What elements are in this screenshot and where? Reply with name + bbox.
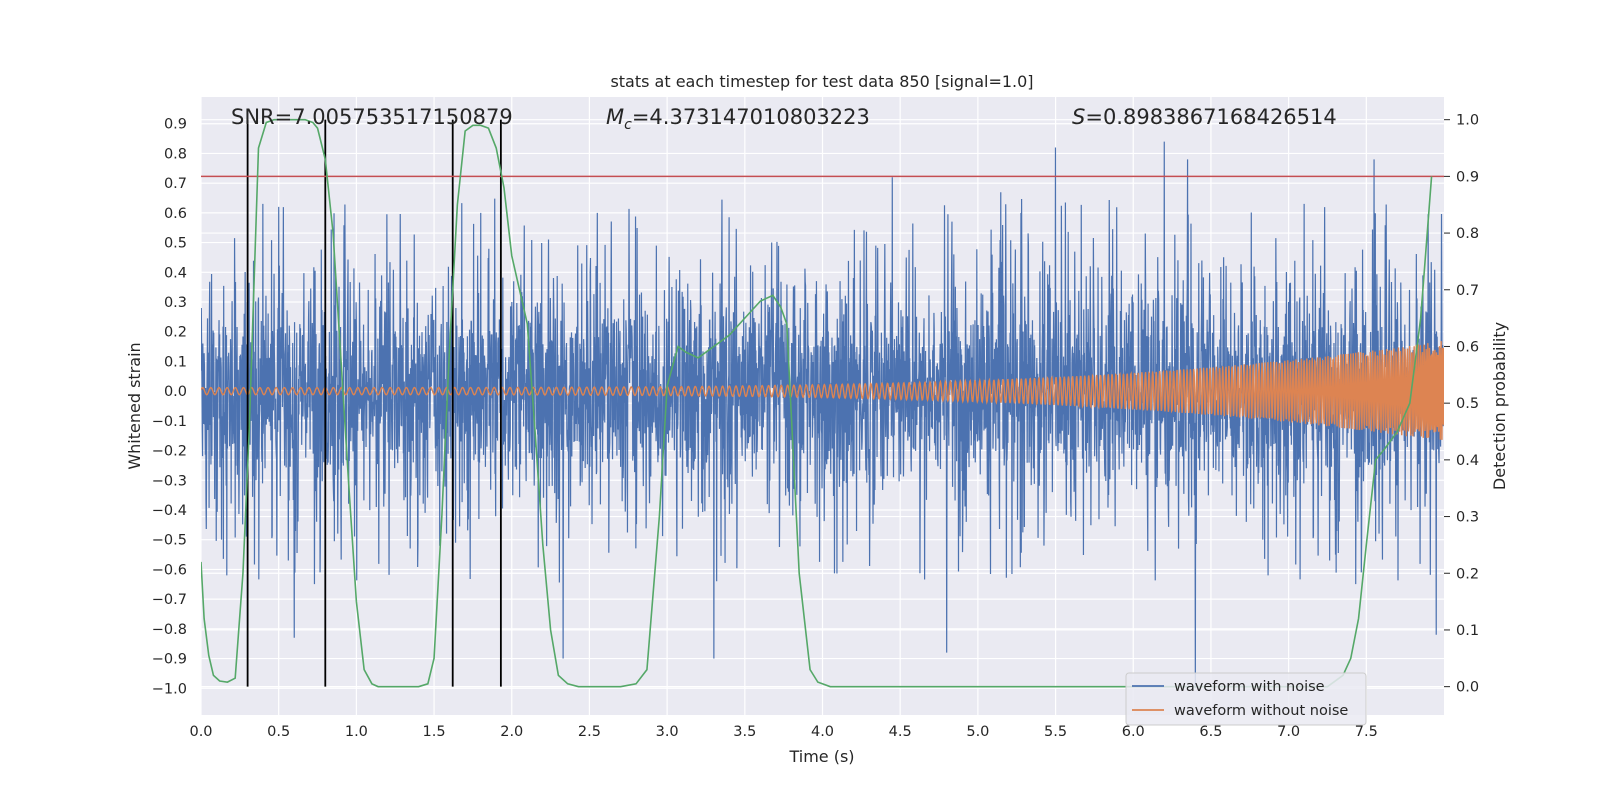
y-tick-label: 0.4 (164, 265, 187, 281)
s-symbol: S (1072, 105, 1085, 129)
legend-label-waveform-with-noise: waveform with noise (1174, 679, 1325, 695)
legend-box (1125, 672, 1367, 726)
y-axis-label: Whitened strain (125, 342, 144, 469)
s-annotation: S=0.8983867168426514 (1072, 105, 1337, 129)
y-tick-label: −0.5 (152, 533, 187, 549)
vertical-markers (246, 119, 502, 687)
y-tick-label: 0.9 (164, 117, 187, 133)
x-tick-label: 2.0 (500, 724, 523, 740)
legend: waveform with noise waveform without noi… (1125, 672, 1367, 726)
x-tick-label: 0.0 (189, 724, 212, 740)
y-tick-label: −0.7 (152, 592, 187, 608)
y-tick-label: −0.8 (152, 622, 187, 638)
x-tick-label: 7.0 (1277, 724, 1300, 740)
y-tick-label: 0.7 (164, 176, 187, 192)
y-tick-label: −0.9 (152, 652, 187, 668)
x-tick-label: 0.5 (267, 724, 290, 740)
x-tick-label: 1.5 (423, 724, 446, 740)
series-waveform-without-noise (201, 341, 1444, 440)
x-tick-label: 6.0 (1122, 724, 1145, 740)
y-tick-label: 0.5 (164, 236, 187, 252)
x-ticks: 0.0 0.5 1.0 1.5 2.0 2.5 3.0 3.5 4.0 4.5 5.0 5.5 6.0 6… (189, 724, 1377, 740)
chirp-mass-annotation: Mc=4.373147010803223 (606, 105, 870, 133)
y2-tick-label: 0.0 (1456, 680, 1479, 696)
y-tick-label: −0.4 (152, 503, 187, 519)
y2-tick-label: 0.9 (1456, 169, 1479, 185)
y-tick-label: 0.1 (164, 354, 187, 370)
chirp-mass-value: =4.373147010803223 (632, 105, 870, 129)
s-value: =0.8983867168426514 (1085, 105, 1336, 129)
chart-title: stats at each timestep for test data 850… (610, 72, 1033, 91)
y2-tick-label: 0.1 (1456, 623, 1479, 639)
series-detection-probability (201, 118, 1433, 688)
y-tick-label: 0.2 (164, 325, 187, 341)
y-tick-label: −1.0 (152, 681, 187, 697)
chirp-mass-subscript: c (624, 117, 632, 133)
x-tick-label: 2.5 (578, 724, 601, 740)
y-tick-label: −0.6 (152, 562, 187, 578)
y2-tick-label: 1.0 (1456, 113, 1479, 129)
legend-label-waveform-without-noise: waveform without noise (1174, 703, 1348, 719)
y-tick-label: −0.3 (152, 473, 187, 489)
x-tick-label: 1.0 (345, 724, 368, 740)
y-tick-label: −0.2 (152, 444, 187, 460)
y2-tick-label: 0.2 (1456, 566, 1479, 582)
x-tick-label: 4.0 (811, 724, 834, 740)
y2-tick-label: 0.7 (1456, 283, 1479, 299)
y-tick-label: 0.6 (164, 206, 187, 222)
y-tick-label: 0.8 (164, 146, 187, 162)
x-axis-label: Time (s) (788, 747, 854, 766)
y2-tick-label: 0.4 (1456, 453, 1479, 469)
x-tick-label: 5.5 (1044, 724, 1067, 740)
snr-annotation: SNR=7.005753517150879 (231, 105, 513, 129)
chirp-mass-symbol: M (606, 105, 624, 129)
x-tick-label: 4.5 (889, 724, 912, 740)
y-ticks: 0.9 0.8 0.7 0.6 0.5 0.4 0.3 0.2 0.1 0.0 −0.1 −0.2 −0… (152, 117, 187, 698)
y2-tick-label: 0.8 (1456, 226, 1479, 242)
y2-tick-label: 0.5 (1456, 396, 1479, 412)
y2-ticks: 1.0 0.9 0.8 0.7 0.6 0.5 0.4 0.3 0.2 0.1 0.0 (1444, 113, 1479, 696)
y-tick-label: 0.3 (164, 295, 187, 311)
y2-axis-label: Detection probability (1490, 322, 1509, 490)
x-tick-label: 7.5 (1355, 724, 1378, 740)
x-tick-label: 6.5 (1199, 724, 1222, 740)
y-tick-label: 0.0 (164, 384, 187, 400)
x-tick-label: 3.0 (656, 724, 679, 740)
y-tick-label: −0.1 (152, 414, 187, 430)
x-tick-label: 5.0 (966, 724, 989, 740)
y2-tick-label: 0.6 (1456, 339, 1479, 355)
y2-tick-label: 0.3 (1456, 510, 1479, 526)
x-tick-label: 3.5 (733, 724, 756, 740)
